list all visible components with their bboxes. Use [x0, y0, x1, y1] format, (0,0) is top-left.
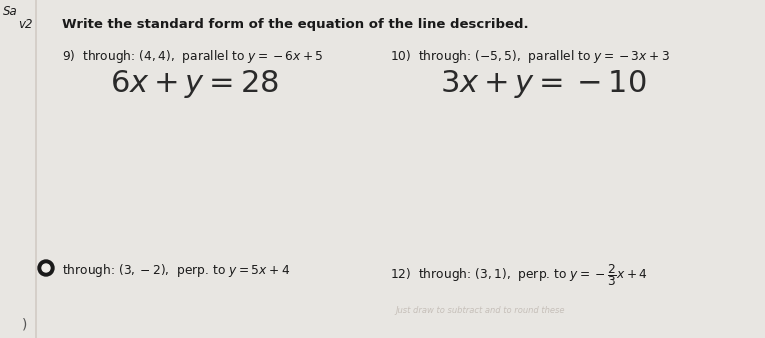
Text: Sa: Sa — [3, 5, 18, 18]
Text: 10)  through: $(-5, 5)$,  parallel to $y = -3x + 3$: 10) through: $(-5, 5)$, parallel to $y =… — [390, 48, 670, 65]
Text: v2: v2 — [18, 18, 32, 31]
Text: 12)  through: $(3, 1)$,  perp. to $y = -\dfrac{2}{3}x + 4$: 12) through: $(3, 1)$, perp. to $y = -\d… — [390, 262, 648, 288]
Circle shape — [38, 260, 54, 276]
Text: 9)  through: $(4, 4)$,  parallel to $y = -6x + 5$: 9) through: $(4, 4)$, parallel to $y = -… — [62, 48, 324, 65]
Circle shape — [42, 264, 50, 272]
Text: through: $(3, -2)$,  perp. to $y = 5x + 4$: through: $(3, -2)$, perp. to $y = 5x + 4… — [62, 262, 290, 279]
Text: $3x+y=-10$: $3x+y=-10$ — [440, 68, 646, 100]
Text: Write the standard form of the equation of the line described.: Write the standard form of the equation … — [62, 18, 529, 31]
Text: ): ) — [22, 318, 28, 332]
Text: $6x+y=28$: $6x+y=28$ — [110, 68, 279, 100]
Text: Just draw to subtract and to round these: Just draw to subtract and to round these — [395, 306, 565, 315]
